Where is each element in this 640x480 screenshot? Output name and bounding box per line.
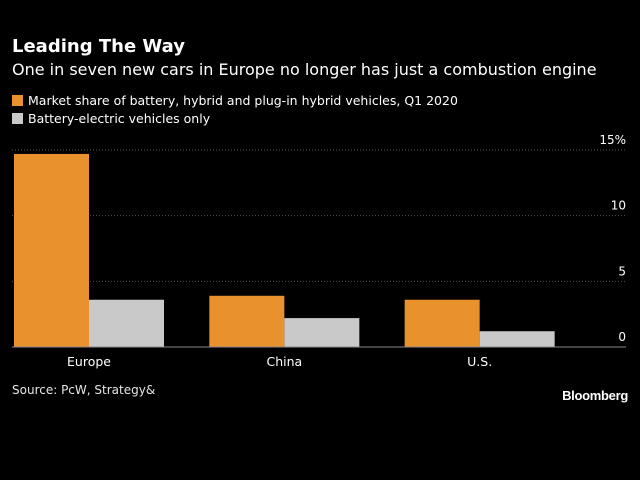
bar-total-share bbox=[14, 153, 89, 347]
legend-swatch-orange bbox=[12, 94, 23, 106]
bar-bev-only bbox=[89, 299, 164, 347]
bar-bev-only bbox=[284, 318, 360, 347]
bar-bev-only bbox=[479, 331, 555, 347]
y-tick-label: 0 bbox=[618, 330, 626, 344]
y-tick-label: 10 bbox=[611, 199, 626, 213]
legend-item-total-share: Market share of battery, hybrid and plug… bbox=[12, 91, 458, 109]
source-note: Source: PcW, Strategy& bbox=[12, 383, 156, 397]
x-category-label: U.S. bbox=[467, 354, 492, 369]
legend-swatch-gray bbox=[12, 112, 23, 124]
bar-total-share bbox=[209, 295, 285, 347]
y-tick-label: 5 bbox=[618, 264, 626, 278]
legend-item-bev-only: Battery-electric vehicles only bbox=[12, 109, 458, 127]
x-category-label: Europe bbox=[67, 354, 111, 369]
chart-subtitle: One in seven new cars in Europe no longe… bbox=[12, 60, 597, 79]
bar-total-share bbox=[404, 299, 480, 347]
legend-label-bev-only: Battery-electric vehicles only bbox=[28, 110, 211, 126]
chart-title: Leading The Way bbox=[12, 36, 185, 57]
x-category-label: China bbox=[266, 354, 302, 369]
legend-label-total-share: Market share of battery, hybrid and plug… bbox=[28, 92, 458, 108]
bloomberg-logo: Bloomberg bbox=[562, 388, 628, 403]
y-tick-label: 15% bbox=[599, 133, 626, 147]
chart-legend: Market share of battery, hybrid and plug… bbox=[12, 91, 458, 127]
